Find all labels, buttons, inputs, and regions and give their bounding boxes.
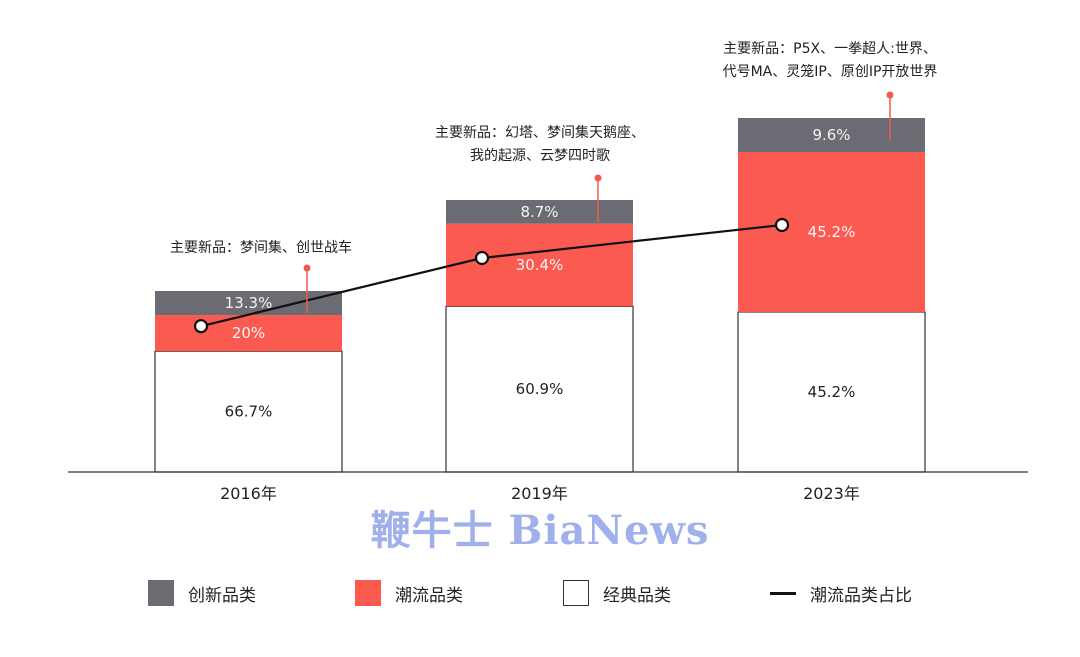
x-tick-label-1: 2019年 <box>511 484 568 503</box>
x-tick-label-2: 2023年 <box>803 484 860 503</box>
bar-label-innovative-1: 8.7% <box>520 203 558 221</box>
legend-swatch-innovative <box>148 580 174 606</box>
x-tick-label-0: 2016年 <box>220 484 277 503</box>
annotation-pin-dot-0 <box>303 264 311 272</box>
watermark: 鞭牛士 BiaNews <box>370 507 710 554</box>
legend-swatch-classic <box>563 580 589 606</box>
bar-innovative-2 <box>738 118 925 152</box>
bar-label-innovative-0: 13.3% <box>225 294 273 312</box>
bar-label-trendy-1: 30.4% <box>516 256 564 274</box>
trend-point-0 <box>193 319 209 334</box>
legend-item-trendy: 潮流品类 <box>355 576 463 610</box>
bar-trendy-2 <box>738 151 925 312</box>
bar-label-classic-1: 60.9% <box>516 380 564 398</box>
bar-label-classic-0: 66.7% <box>225 403 273 421</box>
legend-swatch-trendy <box>355 580 381 606</box>
legend-label-classic: 经典品类 <box>603 585 671 606</box>
legend-label-trendy-share: 潮流品类占比 <box>810 585 912 606</box>
legend-label-innovative: 创新品类 <box>188 585 256 606</box>
legend-label-trendy: 潮流品类 <box>395 585 463 606</box>
annotation-pin-dot-1 <box>594 174 602 182</box>
trend-point-2 <box>774 217 790 233</box>
legend-item-trendy-share: 潮流品类占比 <box>770 576 912 610</box>
bar-trendy-1 <box>446 223 633 307</box>
legend-line-trendy-share <box>770 591 796 595</box>
annotation-text-2-1: 代号MA、灵笼IP、原创IP开放世界 <box>723 63 938 80</box>
annotation-pin-dot-2 <box>886 91 894 99</box>
bar-innovative-1 <box>446 200 633 224</box>
legend-item-innovative: 创新品类 <box>148 576 256 610</box>
bar-label-classic-2: 45.2% <box>808 383 856 401</box>
stacked-bar-chart: 66.7% 20% 13.3% 2016年 60.9% 30.4% 8.7% 2019年 45.… <box>68 41 1028 503</box>
bar-classic-2 <box>737 311 926 473</box>
trend-point-1 <box>474 250 490 266</box>
bar-classic-1 <box>445 305 634 473</box>
bar-label-trendy-2: 45.2% <box>808 223 856 241</box>
annotation-text-0-0: 主要新品：梦间集、创世战车 <box>170 239 352 256</box>
annotation-text-1-0: 主要新品：幻塔、梦间集天鹅座、 <box>435 124 645 141</box>
annotation-text-2-0: 主要新品：P5X、一拳超人:世界、 <box>723 41 937 57</box>
bar-innovative-0 <box>155 291 342 316</box>
bar-trendy-0 <box>155 315 342 352</box>
legend: 创新品类 潮流品类 经典品类 潮流品类占比 <box>0 576 1080 610</box>
bar-label-trendy-0: 20% <box>232 324 265 342</box>
annotation-text-1-1: 我的起源、云梦四时歌 <box>470 148 610 164</box>
legend-item-classic: 经典品类 <box>563 576 671 610</box>
bar-label-innovative-2: 9.6% <box>812 126 850 144</box>
bar-classic-0 <box>154 350 343 473</box>
